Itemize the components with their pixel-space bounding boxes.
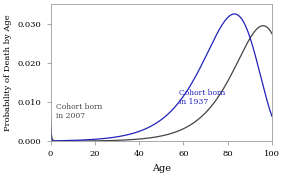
X-axis label: Age: Age bbox=[152, 164, 171, 173]
Text: Cohort born
in 1937: Cohort born in 1937 bbox=[179, 89, 225, 106]
Y-axis label: Probability of Death by Age: Probability of Death by Age bbox=[4, 14, 12, 131]
Text: Cohort born
in 2007: Cohort born in 2007 bbox=[56, 102, 103, 120]
